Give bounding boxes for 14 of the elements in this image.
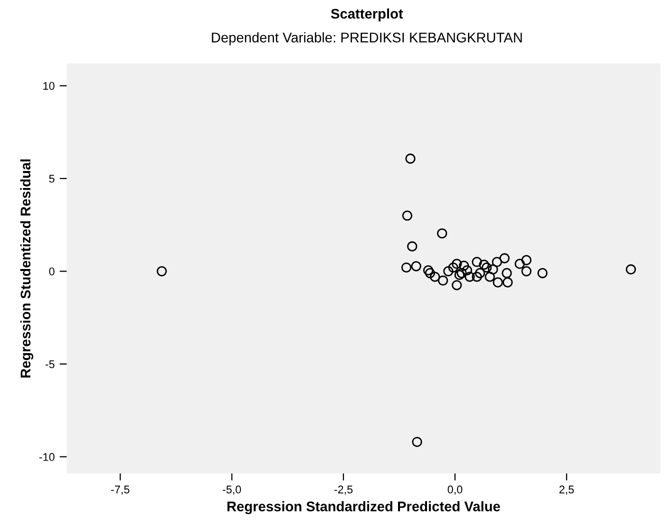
chart-title: Scatterplot <box>330 8 403 22</box>
y-axis-title: Regression Studentized Residual <box>20 159 34 378</box>
x-tick-label: -2,5 <box>334 486 353 495</box>
x-axis-title: Regression Standardized Predicted Value <box>227 501 500 514</box>
y-tick-label: -5 <box>46 360 54 368</box>
y-tick-label: 10 <box>43 82 54 90</box>
x-tick-label: 0,0 <box>448 486 462 495</box>
x-tick-label: -5,0 <box>222 486 241 495</box>
chart-subtitle: Dependent Variable: PREDIKSI KEBANGKRUTAN <box>212 32 522 46</box>
y-tick-label: 5 <box>49 174 54 183</box>
y-tick-label: 0 <box>49 268 54 276</box>
x-tick-label: 2,5 <box>559 486 574 495</box>
x-tick-label: -7,5 <box>111 486 130 495</box>
y-tick-label: -10 <box>39 453 54 461</box>
